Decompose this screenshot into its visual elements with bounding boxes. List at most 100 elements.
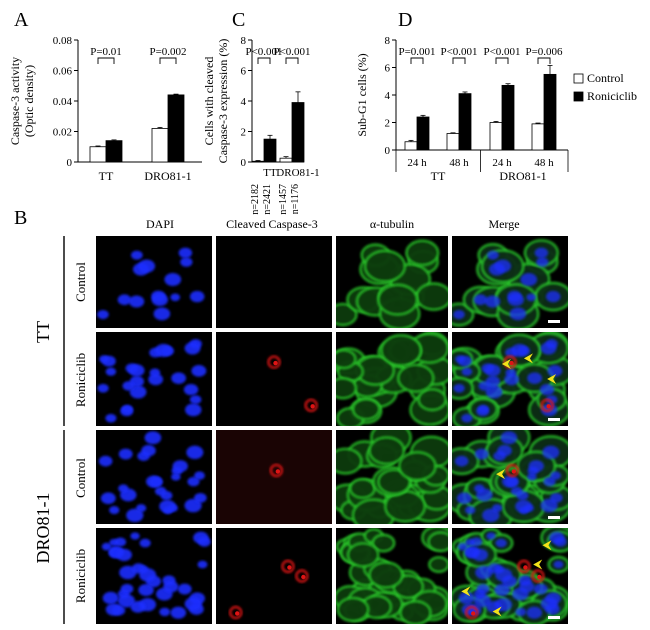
tubulin-cell xyxy=(336,447,363,475)
caspase-signal-core xyxy=(273,360,278,366)
dapi-nucleus xyxy=(485,385,503,399)
dapi-nucleus xyxy=(118,484,129,493)
dapi-nucleus xyxy=(139,538,151,548)
dapi-nucleus xyxy=(159,499,176,513)
micrograph-cell xyxy=(216,528,332,624)
dapi-nucleus xyxy=(473,294,488,306)
y-axis-label-c: Cells with cleaved xyxy=(202,57,216,146)
column-header-merge: Merge xyxy=(488,217,519,231)
dapi-nucleus xyxy=(465,506,476,515)
micrograph-background xyxy=(216,236,332,328)
dapi-nucleus xyxy=(515,607,527,617)
tubulin-cell xyxy=(363,249,406,283)
tubulin-cell xyxy=(346,542,380,568)
chart-panel-c: 0 2 4 6 8 Cells with cleaved Caspase-3 express… xyxy=(202,35,320,215)
arrowhead-marker xyxy=(523,353,533,364)
dapi-nucleus xyxy=(98,455,113,467)
legend-swatch-d xyxy=(573,73,584,84)
caspase-signal-core xyxy=(235,611,240,616)
dapi-nucleus xyxy=(456,492,472,505)
dapi-nucleus xyxy=(185,403,202,417)
dapi-nucleus xyxy=(138,583,154,597)
y-tick-label-c: 6 xyxy=(241,66,247,78)
tubulin-cell xyxy=(405,239,440,267)
micrograph-cell xyxy=(336,332,448,426)
micrograph-cell xyxy=(336,236,448,328)
bar-c xyxy=(263,138,277,163)
y-tick-label-a: 0.08 xyxy=(53,35,73,47)
arrowhead-marker xyxy=(547,374,557,384)
micrograph-cell xyxy=(452,528,568,624)
x-tick-label-a: TT xyxy=(99,169,114,183)
tubulin-cell xyxy=(351,398,381,421)
dapi-nucleus xyxy=(105,413,117,423)
x-tick-label-d: 24 h xyxy=(492,157,512,169)
dapi-nucleus xyxy=(170,293,181,302)
dapi-nucleus xyxy=(516,490,529,501)
y-tick-label-c: 4 xyxy=(241,96,247,108)
tubulin-cell xyxy=(397,363,435,393)
tubulin-cell xyxy=(380,334,423,367)
caspase-signal-core xyxy=(275,469,281,474)
scale-bar xyxy=(548,616,560,619)
dapi-nucleus xyxy=(128,295,145,308)
dapi-nucleus xyxy=(505,476,519,488)
dapi-nucleus xyxy=(553,560,564,569)
tubulin-cell xyxy=(377,468,412,496)
scale-bar xyxy=(548,418,560,421)
dapi-nucleus xyxy=(453,383,465,393)
dapi-nucleus xyxy=(116,548,132,562)
tubulin-cell xyxy=(427,531,448,553)
column-header-cleaved-caspase: Cleaved Caspase-3 xyxy=(226,217,318,231)
x-tick-label-d: 48 h xyxy=(449,157,469,169)
tubulin-cell xyxy=(336,349,357,370)
dapi-nucleus xyxy=(144,431,162,445)
dapi-nucleus xyxy=(461,413,473,423)
dapi-nucleus xyxy=(171,372,187,384)
p-value-c: P<0.001 xyxy=(273,46,310,58)
micrograph-cell xyxy=(216,236,332,328)
dapi-nucleus xyxy=(97,383,109,393)
legend-label-d: Control xyxy=(587,71,624,85)
p-value-a: P=0.002 xyxy=(149,46,186,58)
bar-d xyxy=(416,116,430,151)
dapi-nucleus xyxy=(130,600,146,613)
dapi-nucleus xyxy=(164,272,182,287)
n-label-c: n=2182 xyxy=(250,184,261,215)
n-label-c: n=1457 xyxy=(278,184,289,215)
dapi-nucleus xyxy=(554,536,567,547)
p-value-d: P<0.001 xyxy=(483,46,520,58)
dapi-nucleus xyxy=(484,364,501,377)
bar-a xyxy=(151,128,169,163)
caspase-signal xyxy=(267,355,281,369)
y-axis-label-c: Caspase-3 expression (%) xyxy=(216,39,230,164)
legend-label-d: Roniciclib xyxy=(587,89,637,103)
caspase-signal xyxy=(269,463,283,478)
dapi-nucleus xyxy=(184,342,201,355)
tubulin-cell xyxy=(368,436,406,465)
dapi-nucleus xyxy=(454,455,469,467)
dapi-nucleus xyxy=(509,307,527,321)
dapi-nucleus xyxy=(148,373,164,386)
dapi-nucleus xyxy=(180,257,193,267)
dapi-nucleus xyxy=(118,448,133,460)
arrowhead-marker xyxy=(542,540,552,551)
p-value-d: P=0.006 xyxy=(525,46,563,58)
y-tick-label-c: 0 xyxy=(241,157,247,169)
significance-bracket-d xyxy=(495,57,509,64)
arrowhead-marker xyxy=(461,586,471,597)
row-label-tt-control: Control xyxy=(73,262,88,302)
caspase-signal xyxy=(517,559,531,574)
dapi-nucleus xyxy=(194,471,205,480)
group-label-d: TT xyxy=(431,169,446,183)
y-tick-label-a: 0.02 xyxy=(53,127,72,139)
caspase-signal-core xyxy=(523,565,528,570)
dapi-nucleus xyxy=(97,309,109,320)
dapi-nucleus xyxy=(141,444,156,457)
arrowhead-marker xyxy=(533,559,543,570)
dapi-nucleus xyxy=(477,404,489,414)
bar-c xyxy=(279,157,293,163)
x-tick-label-a: DRO81-1 xyxy=(144,169,191,183)
caspase-signal-core xyxy=(509,360,514,366)
dapi-nucleus xyxy=(153,307,171,321)
